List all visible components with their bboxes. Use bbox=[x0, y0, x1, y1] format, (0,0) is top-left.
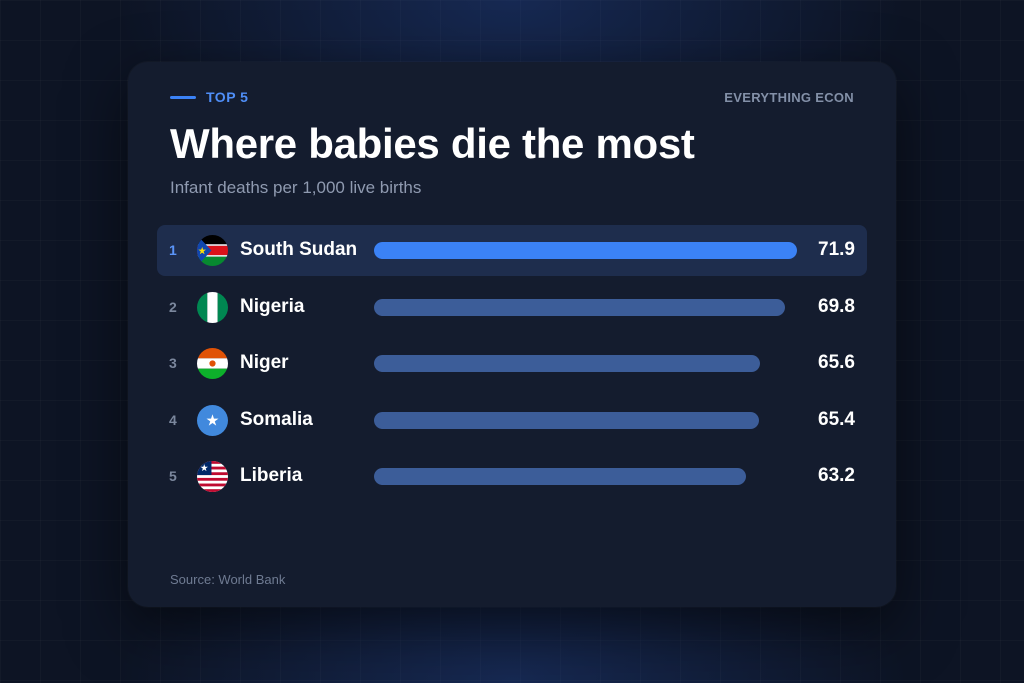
value-label: 65.6 bbox=[818, 352, 855, 373]
rank-number: 1 bbox=[169, 242, 177, 258]
country-label: South Sudan bbox=[240, 239, 358, 260]
rank-number: 5 bbox=[169, 468, 177, 484]
ranking-row: 3 Niger 65.6 bbox=[157, 338, 867, 389]
value-label: 71.9 bbox=[818, 239, 855, 260]
chart-title: Where babies die the most bbox=[170, 120, 695, 167]
country-label: Liberia bbox=[240, 465, 303, 486]
bar bbox=[374, 298, 785, 316]
south-sudan-flag-icon bbox=[197, 235, 228, 266]
value-label: 65.4 bbox=[818, 408, 855, 430]
tag-accent-line bbox=[170, 95, 196, 99]
niger-flag-icon bbox=[197, 348, 228, 379]
rank-number: 3 bbox=[169, 355, 177, 371]
bar bbox=[374, 355, 760, 372]
brand-label: EVERYTHING ECON bbox=[724, 90, 854, 105]
somalia-flag-icon bbox=[197, 404, 228, 436]
value-label: 63.2 bbox=[818, 465, 855, 486]
country-label: Somalia bbox=[240, 408, 313, 430]
ranking-row: 5 Liberia 63.2 bbox=[157, 451, 867, 502]
bar bbox=[374, 242, 797, 259]
bar bbox=[374, 411, 759, 429]
chart-subtitle: Infant deaths per 1,000 live births bbox=[170, 178, 422, 197]
ranking-list: 1 South Sudan 71.9 2 bbox=[157, 225, 867, 508]
value-label: 69.8 bbox=[818, 295, 855, 317]
rank-number: 4 bbox=[169, 411, 177, 428]
source-note: Source: World Bank bbox=[170, 572, 286, 587]
country-label: Niger bbox=[240, 352, 289, 373]
ranking-row: 2 Nigeria 69.8 bbox=[157, 282, 867, 333]
nigeria-flag-icon bbox=[197, 291, 228, 323]
bar bbox=[374, 468, 746, 485]
tag-label: TOP 5 bbox=[206, 89, 249, 105]
ranking-row: 4 Somalia 65.4 bbox=[157, 395, 867, 446]
country-label: Nigeria bbox=[240, 295, 305, 317]
chart-card: TOP 5 EVERYTHING ECON Where babies die t… bbox=[128, 62, 896, 607]
liberia-flag-icon bbox=[197, 461, 228, 492]
rank-number: 2 bbox=[169, 298, 177, 315]
top-tag: TOP 5 bbox=[170, 89, 248, 105]
ranking-row: 1 South Sudan 71.9 bbox=[157, 225, 867, 276]
